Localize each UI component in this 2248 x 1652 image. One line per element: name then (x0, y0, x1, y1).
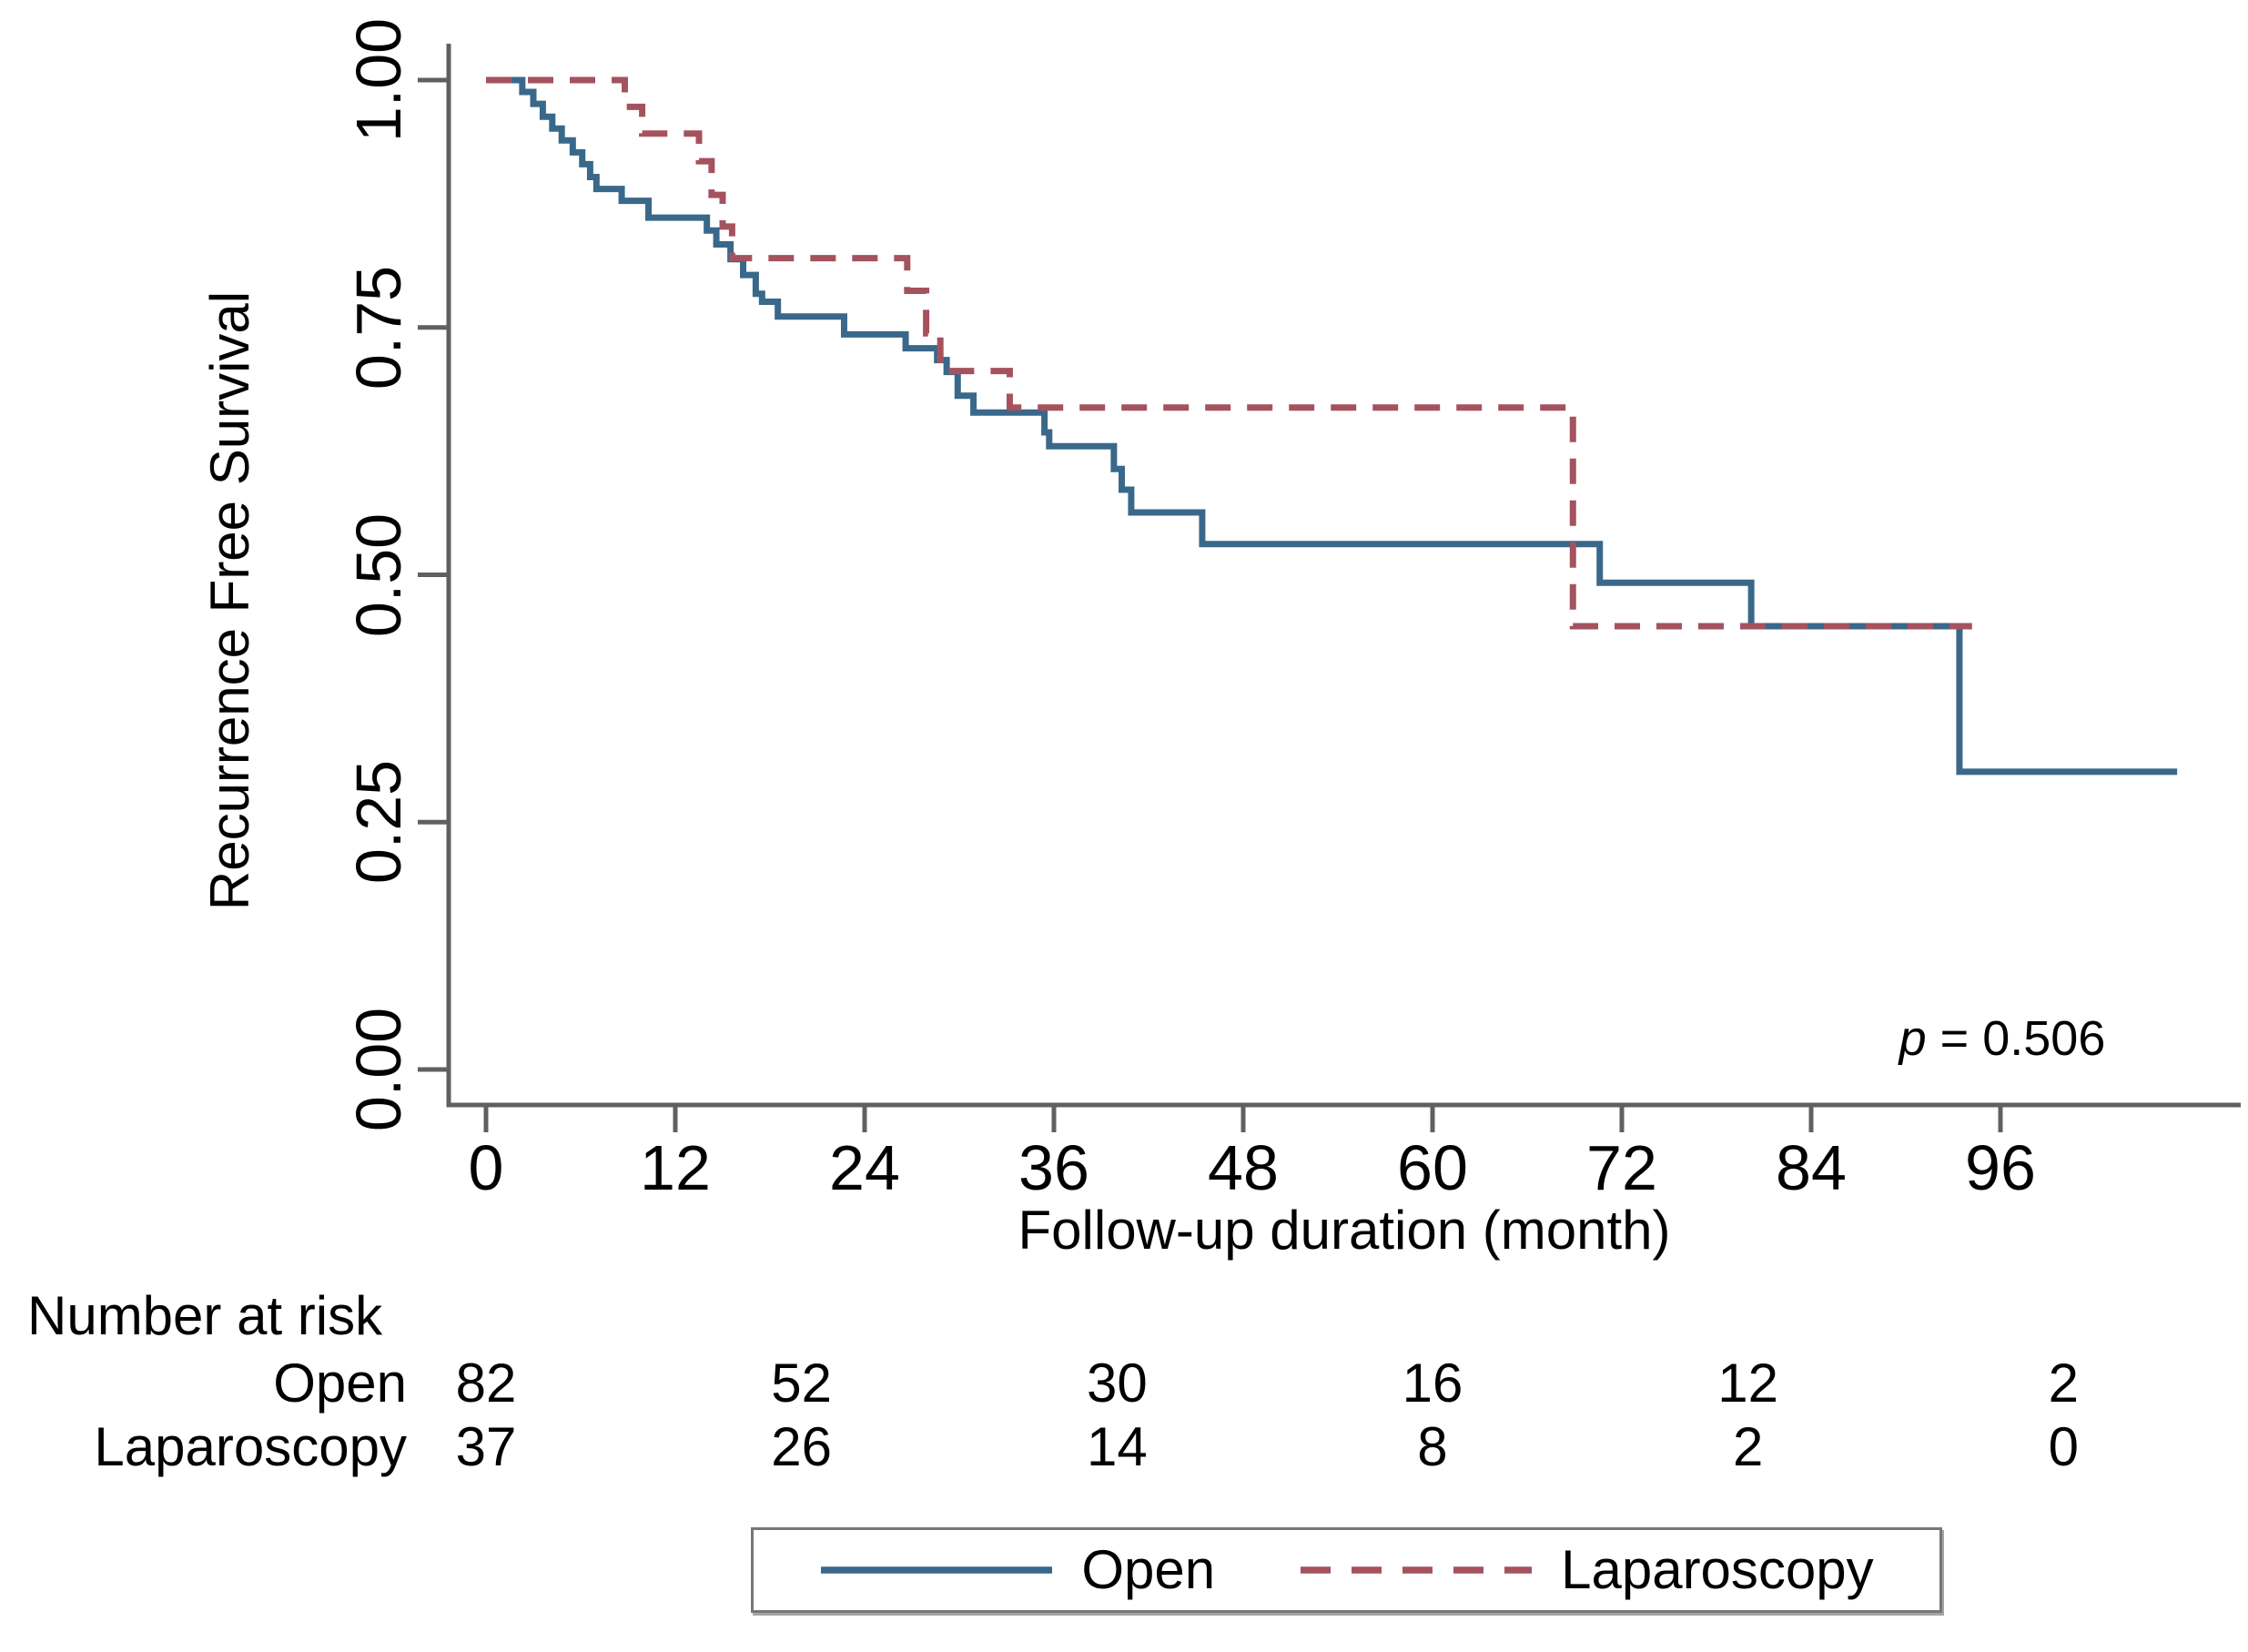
laparoscopy-line-sample-icon (1301, 1566, 1533, 1574)
y-axis-title: Recurrence Free Survival (199, 290, 260, 911)
curve-open (486, 76, 2178, 775)
risk-row-label: Open (273, 1353, 407, 1414)
risk-count: 2 (1732, 1416, 1764, 1477)
p-value-symbol: p (1899, 1011, 1927, 1066)
risk-count: 52 (771, 1353, 833, 1414)
risk-count: 37 (455, 1416, 517, 1477)
y-tick-label: 0.75 (343, 265, 414, 390)
p-value-text: = 0.506 (1926, 1011, 2106, 1066)
risk-count: 12 (1717, 1353, 1779, 1414)
x-tick-label: 48 (1208, 1132, 1279, 1203)
x-tick-label: 12 (640, 1132, 711, 1203)
open-line-sample-icon (821, 1566, 1053, 1574)
risk-count: 26 (771, 1416, 833, 1477)
risk-count: 8 (1417, 1416, 1448, 1477)
legend-item-laparoscopy: Laparoscopy (1299, 1543, 1874, 1597)
legend: Open Laparoscopy (751, 1527, 1942, 1613)
risk-count: 0 (2048, 1416, 2080, 1477)
y-tick-label: 0.25 (343, 760, 414, 885)
risk-count: 2 (2048, 1353, 2080, 1414)
legend-label-open: Open (1081, 1539, 1216, 1600)
x-tick-label: 24 (829, 1132, 900, 1203)
y-tick-label: 0.50 (343, 512, 414, 637)
y-tick-label: 0.00 (343, 1007, 414, 1132)
y-tick-label: 1.00 (343, 17, 414, 143)
x-axis-title: Follow-up duration (month) (1018, 1200, 1671, 1261)
risk-table-title: Number at risk (27, 1285, 383, 1346)
risk-count: 14 (1086, 1416, 1148, 1477)
x-tick-label: 60 (1397, 1132, 1468, 1203)
x-tick-label: 36 (1018, 1132, 1089, 1203)
legend-label-laparoscopy: Laparoscopy (1561, 1539, 1874, 1600)
risk-count: 30 (1086, 1353, 1148, 1414)
risk-count: 82 (455, 1353, 517, 1414)
risk-row-label: Laparoscopy (94, 1416, 407, 1477)
curve-laparoscopy (486, 76, 1972, 630)
legend-item-open: Open (819, 1543, 1215, 1597)
x-tick-label: 72 (1586, 1132, 1657, 1203)
p-value-annotation: p = 0.506 (1899, 1014, 2106, 1063)
x-tick-label: 84 (1776, 1132, 1847, 1203)
x-tick-label: 0 (468, 1132, 504, 1203)
x-tick-label: 96 (1965, 1132, 2036, 1203)
risk-count: 16 (1402, 1353, 1463, 1414)
